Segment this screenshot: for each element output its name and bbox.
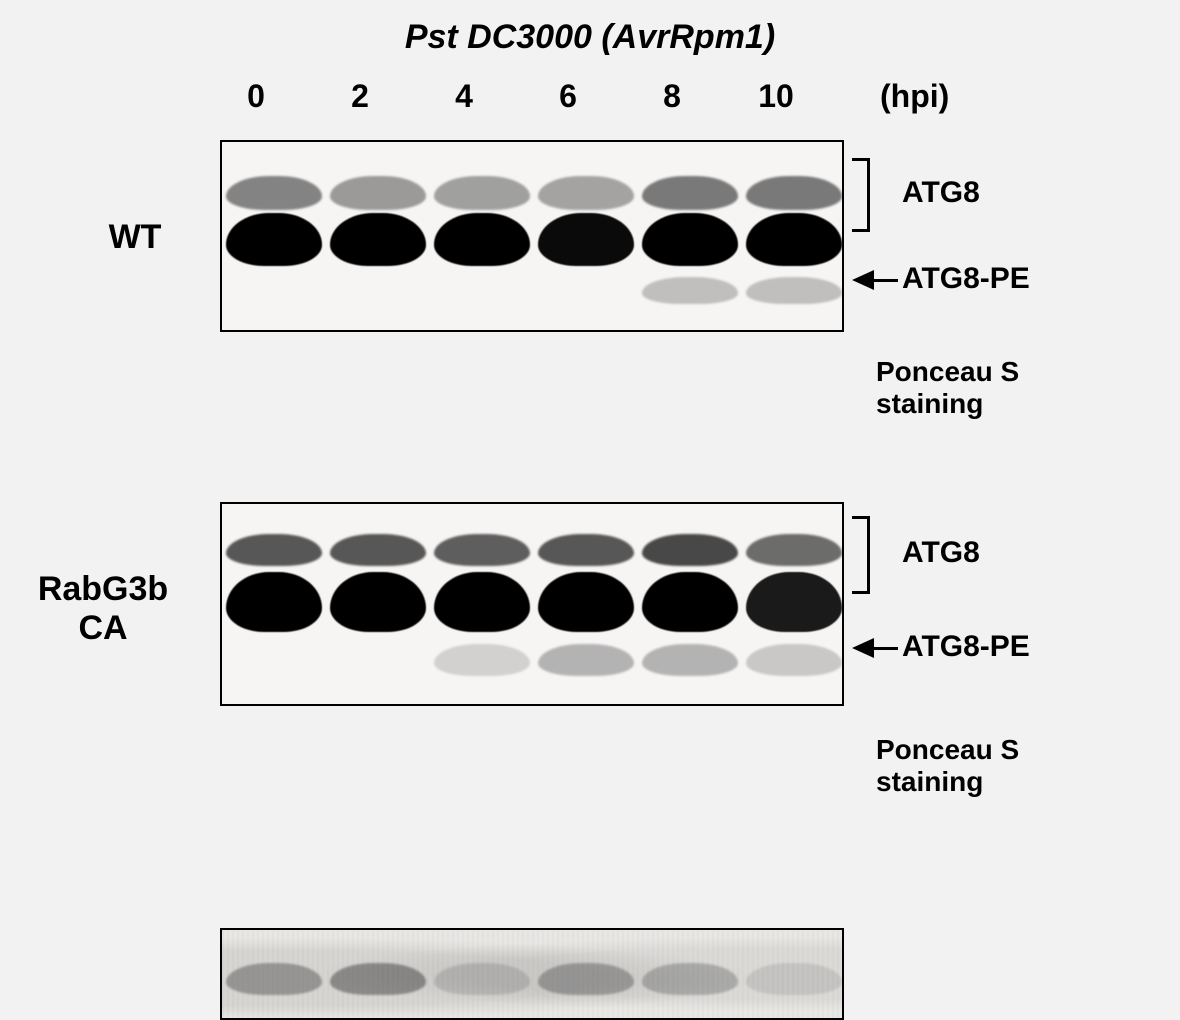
- bracket-atg8: [852, 516, 870, 594]
- lane: [742, 504, 844, 704]
- arrow-atg8pe: [852, 270, 874, 290]
- label-atg8: ATG8: [902, 536, 980, 571]
- lane: [534, 504, 638, 704]
- band-atg8-lower: [746, 572, 842, 632]
- band-atg8-upper: [538, 534, 634, 566]
- row-label-wt: WT: [40, 218, 230, 257]
- hpi-label: (hpi): [880, 78, 949, 115]
- lane: [430, 504, 534, 704]
- ponceau-noise: [222, 930, 842, 1018]
- band-atg8-upper: [746, 534, 842, 566]
- band-atg8-pe: [538, 644, 634, 676]
- ponceau-rabg3b: [220, 928, 844, 1020]
- row-label-rabg3b: RabG3bCA: [8, 570, 198, 648]
- panel-rabg3b: [220, 0, 844, 296]
- label-ponceau: Ponceau Sstaining: [876, 734, 1019, 798]
- band-atg8-upper: [330, 534, 426, 566]
- band-atg8-lower: [330, 572, 426, 632]
- lane: [638, 504, 742, 704]
- arrow-atg8pe: [852, 638, 874, 658]
- label-atg8: ATG8: [902, 176, 980, 211]
- label-atg8pe: ATG8-PE: [902, 262, 1030, 297]
- band-atg8-upper: [226, 534, 322, 566]
- lane: [326, 504, 430, 704]
- band-atg8-upper: [434, 534, 530, 566]
- label-atg8pe: ATG8-PE: [902, 630, 1030, 665]
- band-atg8-lower: [226, 572, 322, 632]
- figure-root: Pst DC3000 (AvrRpm1) 0246810 (hpi) WTATG…: [0, 0, 1180, 883]
- lane: [222, 504, 326, 704]
- band-atg8-pe: [642, 644, 738, 676]
- bracket-atg8: [852, 158, 870, 232]
- band-atg8-pe: [434, 644, 530, 676]
- band-atg8-lower: [642, 572, 738, 632]
- band-atg8-upper: [642, 534, 738, 566]
- band-atg8-lower: [434, 572, 530, 632]
- arrowline-atg8pe: [872, 279, 898, 282]
- band-atg8-pe: [746, 644, 842, 676]
- arrowline-atg8pe: [872, 647, 898, 650]
- label-ponceau: Ponceau Sstaining: [876, 356, 1019, 420]
- immunoblot-rabg3b: [220, 502, 844, 706]
- band-atg8-lower: [538, 572, 634, 632]
